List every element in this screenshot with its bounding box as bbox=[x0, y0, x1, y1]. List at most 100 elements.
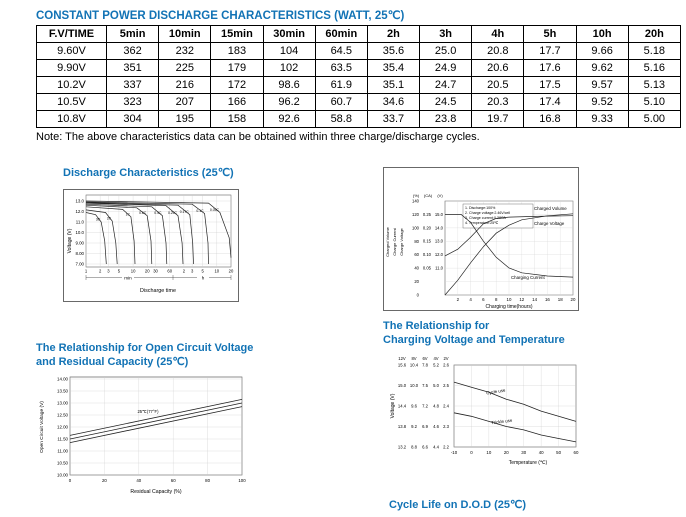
charging-voltage-temp-heading-line1: The Relationship for bbox=[383, 320, 490, 332]
col-header: 5h bbox=[523, 25, 577, 43]
ocv-line bbox=[69, 402, 243, 440]
power-cell: 195 bbox=[158, 110, 212, 128]
v-tick-label: 12.0 bbox=[435, 252, 444, 257]
power-cell: 35.4 bbox=[366, 59, 421, 77]
scale-value: 7.2 bbox=[422, 404, 428, 409]
power-cell: 102 bbox=[262, 59, 316, 77]
power-cell: 351 bbox=[105, 59, 160, 77]
power-cell: 179 bbox=[210, 59, 264, 77]
col-header: 15min bbox=[210, 25, 264, 43]
power-cell: 207 bbox=[158, 93, 212, 111]
y-tick-label: 8.00 bbox=[75, 251, 84, 256]
power-cell: 33.7 bbox=[366, 110, 421, 128]
y-tick-label: 11.50 bbox=[57, 437, 68, 442]
scale-value: 4.4 bbox=[433, 445, 439, 450]
power-cell: 34.6 bbox=[366, 93, 421, 111]
power-cell: 5.00 bbox=[627, 110, 682, 128]
scale-header: 6V bbox=[422, 356, 427, 361]
cycle-use-label: Cycle use bbox=[486, 387, 506, 395]
power-cell: 25.0 bbox=[419, 42, 473, 60]
x-tick-label: 2 bbox=[183, 269, 186, 274]
legend-line: 3. Charge current:0.28CA bbox=[465, 216, 507, 220]
power-cell: 166 bbox=[210, 93, 264, 111]
y-axis-title: Voltage (V) bbox=[390, 393, 396, 418]
power-cell: 17.7 bbox=[523, 42, 577, 60]
temperature-curve bbox=[453, 412, 577, 443]
x-axis-title: Discharge time bbox=[140, 288, 176, 294]
y-tick-label: 11.0 bbox=[76, 220, 85, 225]
ca-tick-label: 0.20 bbox=[423, 225, 432, 230]
charged-volume-axis-title: Charged Volume bbox=[385, 226, 390, 257]
x-tick-label: 0 bbox=[69, 478, 72, 483]
col-header: 10min bbox=[158, 25, 212, 43]
scale-value: 5.2 bbox=[433, 363, 439, 368]
discharge-chart-heading: Discharge Characteristics (25℃) bbox=[63, 167, 234, 179]
x-tick-label: 20 bbox=[504, 450, 509, 455]
power-cell: 5.18 bbox=[627, 42, 682, 60]
ocv-chart-heading-line1: The Relationship for Open Circuit Voltag… bbox=[36, 342, 254, 354]
row-final-voltage: 10.5V bbox=[36, 93, 107, 111]
scale-value: 2.5 bbox=[443, 383, 449, 388]
discharge-curve bbox=[85, 203, 168, 265]
y-axis-title: Open Circuit Voltage (V) bbox=[39, 401, 45, 453]
x-tick-label: 20 bbox=[145, 269, 150, 274]
power-cell: 98.6 bbox=[262, 76, 316, 94]
x-unit-label: min bbox=[124, 275, 132, 280]
power-cell: 20.5 bbox=[471, 76, 525, 94]
v-tick-label: 11.0 bbox=[435, 266, 444, 271]
col-header-fv-time: F.V/TIME bbox=[36, 25, 107, 43]
x-axis-title: Residual Capacity (%) bbox=[130, 489, 182, 495]
x-tick-label: 10 bbox=[214, 269, 219, 274]
y-tick-label: 7.00 bbox=[75, 262, 84, 267]
power-cell: 9.66 bbox=[575, 42, 629, 60]
x-tick-label: 4 bbox=[469, 297, 472, 302]
x-tick-label: 10 bbox=[486, 450, 491, 455]
x-tick-label: 5 bbox=[201, 269, 204, 274]
row-final-voltage: 9.90V bbox=[36, 59, 107, 77]
ca-tick-label: 0.25 bbox=[423, 212, 432, 217]
power-cell: 5.16 bbox=[627, 59, 682, 77]
col-header: 3h bbox=[419, 25, 473, 43]
discharge-curve bbox=[85, 202, 184, 265]
x-axis-title: Temperature (℃) bbox=[509, 460, 548, 466]
chart-frame bbox=[383, 167, 579, 311]
y-axis-title: Voltage (V) bbox=[67, 228, 73, 253]
power-cell: 17.6 bbox=[523, 59, 577, 77]
legend-line: 1. Discharge:100% bbox=[465, 206, 496, 210]
rate-label: 0.6C bbox=[139, 211, 147, 215]
x-tick-label: 14 bbox=[532, 297, 537, 302]
charge-curve bbox=[445, 214, 574, 278]
discharge-curve bbox=[85, 206, 136, 265]
pct-tick-label: 20 bbox=[414, 279, 419, 284]
y-tick-label: 13.0 bbox=[75, 199, 84, 204]
power-cell: 20.3 bbox=[471, 93, 525, 111]
power-cell: 24.5 bbox=[419, 93, 473, 111]
legend-line: 2. Charge voltage:2.46V/cell bbox=[465, 211, 510, 215]
x-tick-label: 12 bbox=[519, 297, 524, 302]
cycle-life-heading: Cycle Life on D.O.D (25℃) bbox=[389, 499, 527, 511]
x-tick-label: 16 bbox=[545, 297, 550, 302]
temperature-curve bbox=[453, 381, 577, 422]
y-tick-label: 11.00 bbox=[57, 449, 68, 454]
table-row: 10.2V 337 216 172 98.6 61.9 35.1 24.7 20.5 17.5 9.… bbox=[36, 76, 682, 94]
x-tick-label: -10 bbox=[451, 450, 458, 455]
scale-value: 10.4 bbox=[410, 363, 419, 368]
chart-frame bbox=[63, 189, 239, 302]
x-tick-label: 20 bbox=[102, 478, 107, 483]
ocv-chart-heading: The Relationship for Open Circuit Voltag… bbox=[36, 341, 253, 369]
power-cell: 9.62 bbox=[575, 59, 629, 77]
y-tick-label: 12.00 bbox=[57, 425, 69, 430]
x-axis-title: Charging time(hours) bbox=[486, 304, 533, 310]
col-header: 10h bbox=[575, 25, 629, 43]
table-note: Note: The above characteristics data can… bbox=[36, 131, 480, 143]
rate-label: 0.1C bbox=[196, 209, 204, 213]
x-tick-label: 10 bbox=[507, 297, 512, 302]
charging-voltage-temp-heading: The Relationship for Charging Voltage an… bbox=[383, 319, 565, 347]
x-tick-label: 2 bbox=[99, 269, 102, 274]
pct-tick-label: 0 bbox=[417, 293, 420, 298]
scale-value: 2.2 bbox=[443, 445, 449, 450]
power-cell: 64.5 bbox=[314, 42, 368, 60]
power-cell: 9.52 bbox=[575, 93, 629, 111]
rate-label: 2C bbox=[107, 216, 112, 220]
